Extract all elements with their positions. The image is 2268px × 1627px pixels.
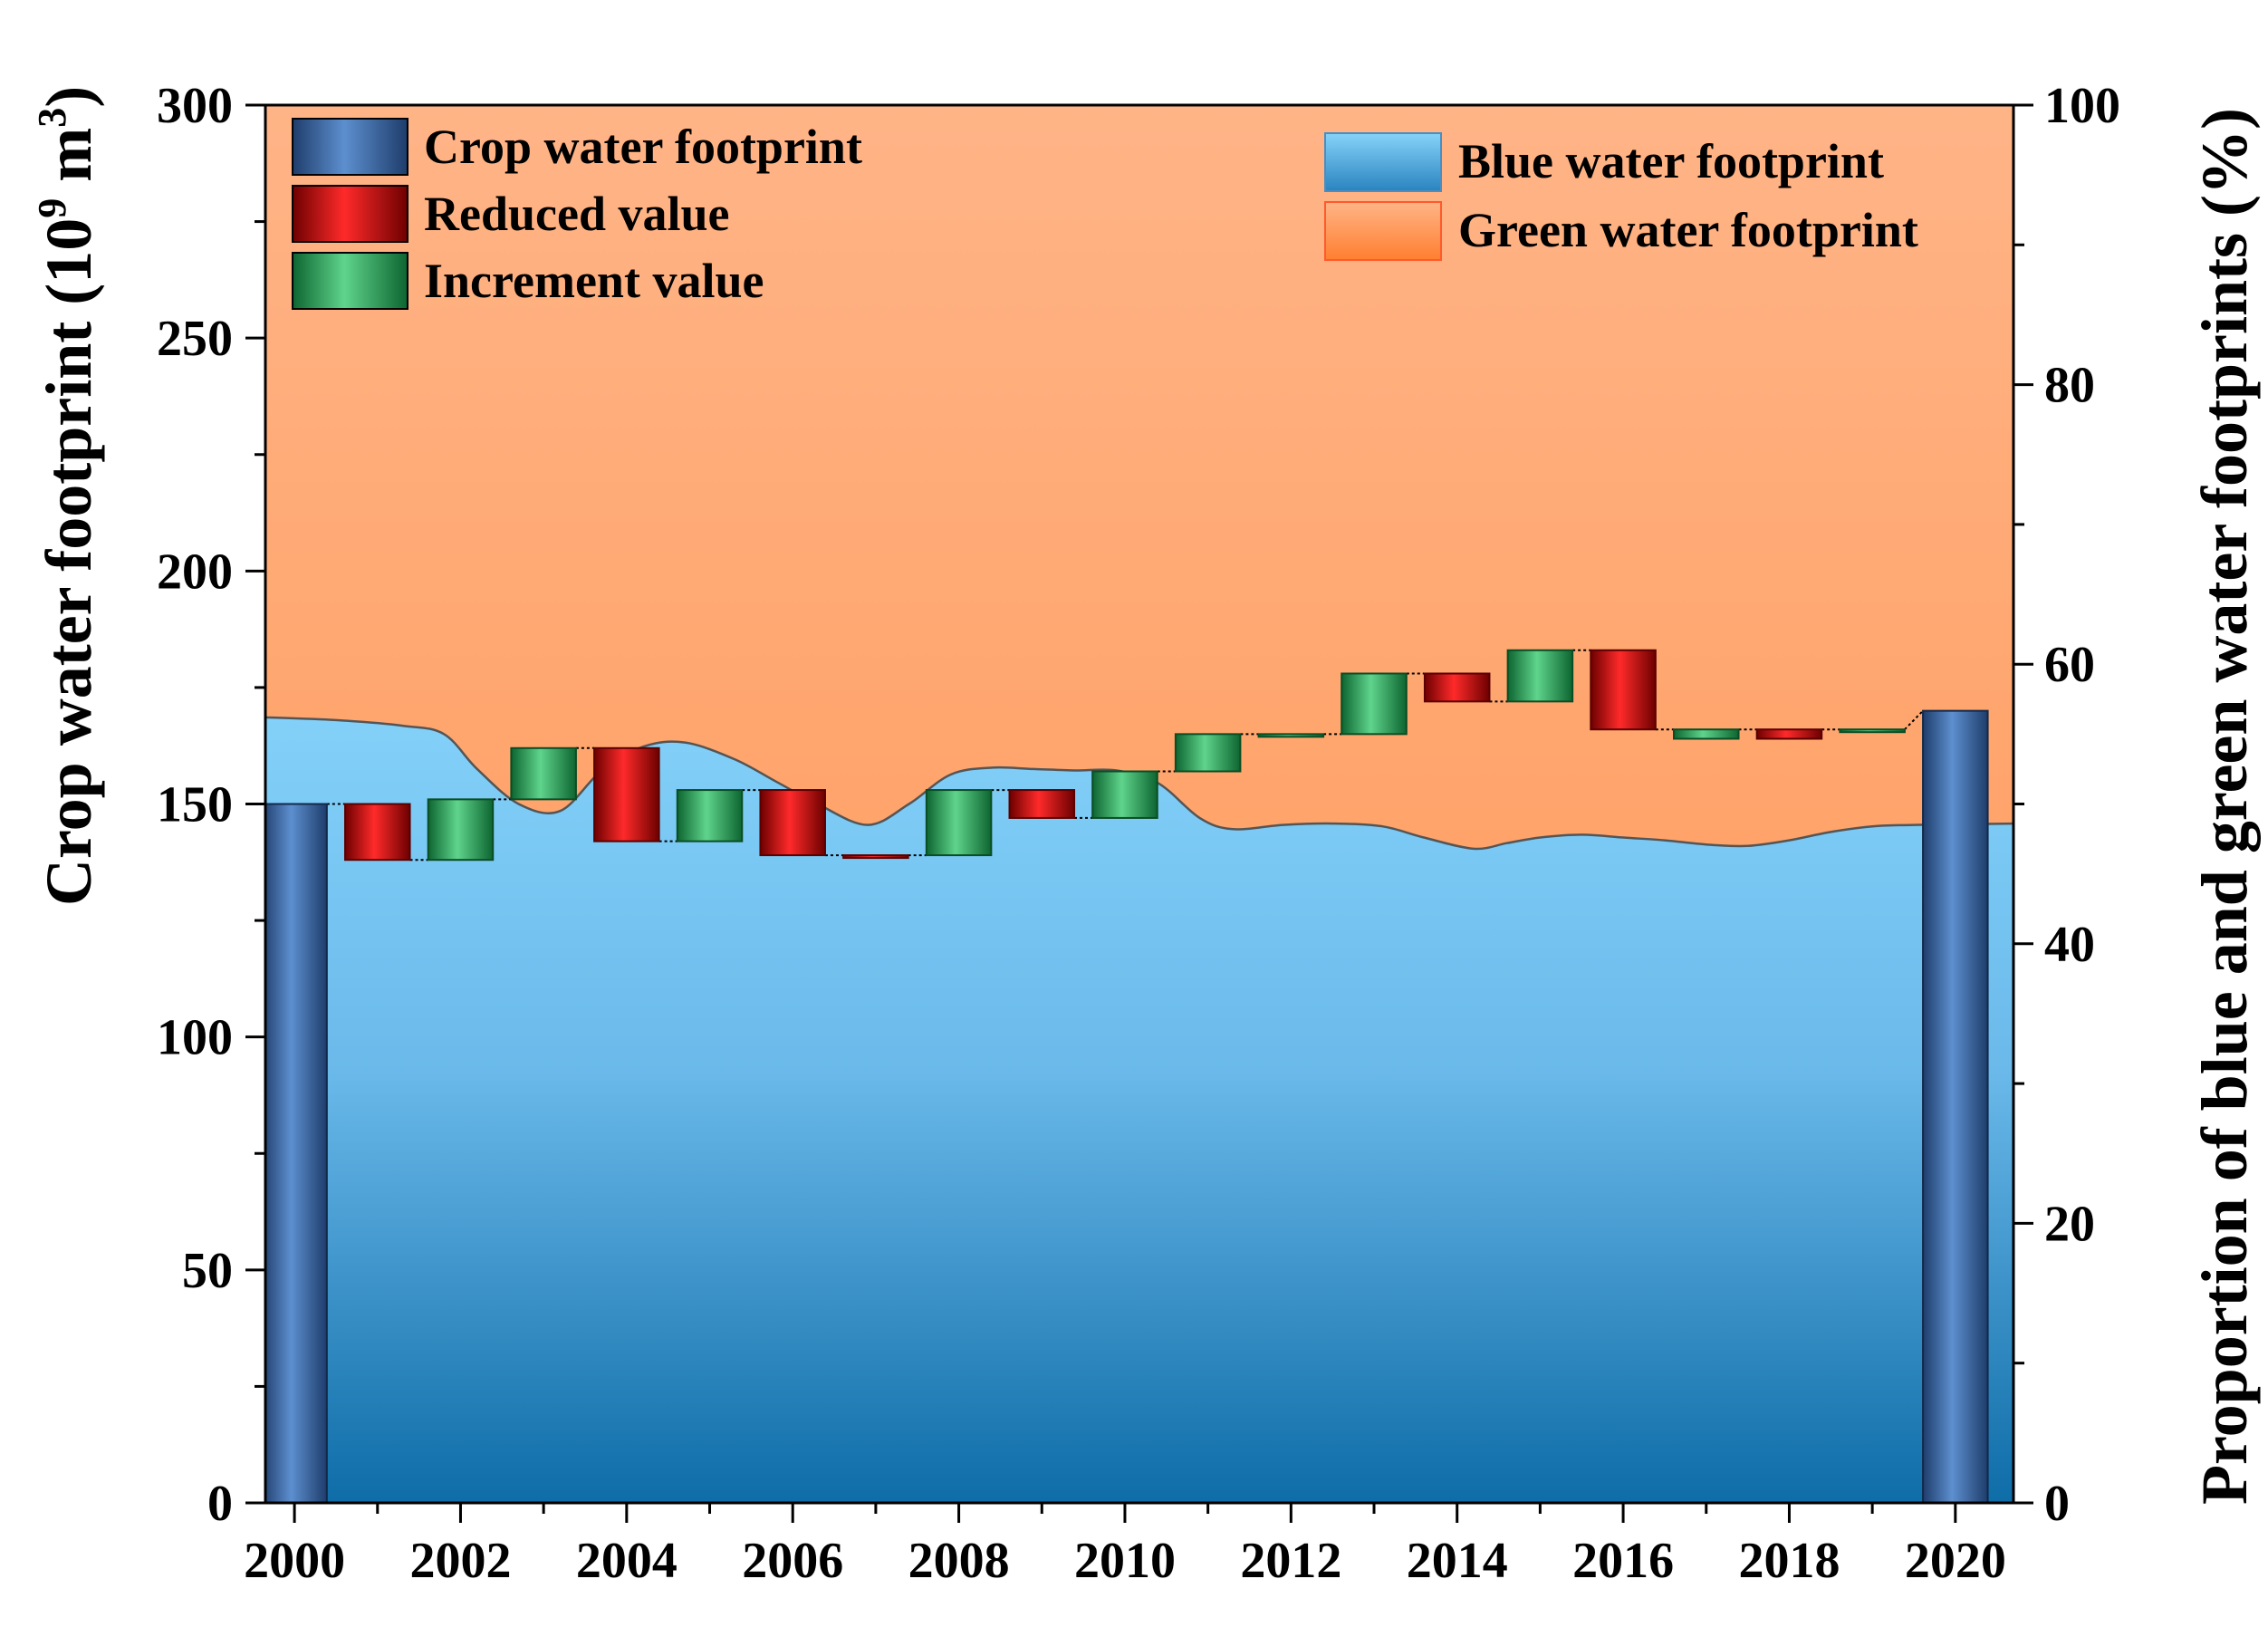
bar-reduced-2007	[842, 854, 909, 860]
bar-increment-2012	[1257, 733, 1325, 738]
y-left-tick-label: 100	[157, 1010, 233, 1066]
y-left-tick-label: 200	[157, 544, 233, 600]
x-tick-label: 2014	[1407, 1533, 1508, 1589]
x-tick-label: 2000	[244, 1533, 345, 1589]
y-left-title-unit: m	[33, 128, 105, 198]
bar-increment-2013	[1341, 672, 1408, 736]
y-right-tick-label: 40	[2044, 917, 2095, 973]
bar-crop-total-2000	[265, 803, 328, 1503]
y-left-tick-label: 50	[182, 1243, 233, 1299]
y-left-title-exp: 9	[30, 198, 74, 218]
bar-reduced-2001	[344, 803, 411, 862]
bar-crop-total-2020	[1922, 709, 1989, 1503]
bar-group	[265, 649, 1989, 1503]
bar-reduced-2016	[1590, 649, 1657, 731]
y-left-axis-title: Crop water footprint (109 m3)	[30, 86, 105, 906]
bar-increment-2005	[676, 789, 744, 842]
legend-label-reduced: Reduced value	[424, 187, 730, 241]
x-tick-label: 2016	[1572, 1533, 1674, 1589]
bar-increment-2019	[1839, 728, 1906, 734]
legend-swatch-crop	[292, 118, 408, 176]
x-tick-label: 2008	[908, 1533, 1010, 1589]
y-right-tick-label: 0	[2044, 1476, 2070, 1532]
x-tick-label: 2020	[1905, 1533, 2006, 1589]
y-axis-right: 0 20 40 60 80 100	[2013, 78, 2120, 1532]
y-right-axis-title: Proportion of blue and green water footp…	[2188, 108, 2261, 1505]
bar-reduced-2009	[1008, 789, 1076, 819]
legend-label-crop: Crop water footprint	[424, 120, 862, 174]
y-right-tick-label: 20	[2044, 1196, 2095, 1252]
x-axis: 2000 2002 2004 2006 2008 2010 2012 2014 2016 2018…	[244, 1503, 2006, 1589]
y-right-tick-label: 60	[2044, 637, 2095, 693]
x-tick-label: 2006	[742, 1533, 843, 1589]
bar-reduced-2006	[759, 789, 826, 857]
y-left-tick-label: 250	[157, 311, 233, 367]
bar-reduced-2018	[1755, 728, 1823, 740]
bar-increment-2008	[925, 789, 993, 857]
y-left-tick-label: 150	[157, 777, 233, 833]
bar-increment-2015	[1506, 649, 1574, 703]
connector-lines	[326, 649, 1924, 862]
bar-increment-2010	[1091, 770, 1158, 819]
legend-label-increment: Increment value	[424, 254, 764, 308]
y-left-tick-label: 300	[157, 78, 233, 134]
y-left-title-prefix: Crop water footprint (10	[33, 218, 105, 906]
legend-swatch-blue	[1324, 132, 1442, 192]
x-tick-label: 2004	[576, 1533, 678, 1589]
x-tick-label: 2012	[1240, 1533, 1341, 1589]
legend-swatch-increment	[292, 252, 408, 310]
bar-reduced-2014	[1423, 672, 1491, 703]
legend-right: Blue water footprint Green water footpri…	[1324, 132, 1918, 261]
y-right-tick-label: 80	[2044, 358, 2095, 414]
y-axis-left: 0 50 100 150 200 250 300	[157, 78, 265, 1532]
connector-final	[1904, 709, 1924, 730]
legend-left: Crop water footprint Reduced value Incre…	[292, 118, 862, 310]
plot-area	[265, 105, 2013, 1503]
x-tick-label: 2010	[1074, 1533, 1176, 1589]
bar-increment-2011	[1174, 733, 1242, 773]
y-left-title-suffix: )	[33, 86, 105, 108]
legend-label-green: Green water footprint	[1458, 203, 1918, 257]
bar-increment-2017	[1673, 728, 1740, 740]
bar-increment-2003	[510, 746, 577, 801]
legend-swatch-reduced	[292, 185, 408, 243]
bar-reduced-2004	[593, 746, 660, 842]
y-left-title-unit-exp: 3	[30, 108, 74, 128]
y-right-tick-label: 100	[2044, 78, 2120, 134]
x-tick-label: 2018	[1738, 1533, 1840, 1589]
y-left-tick-label: 0	[207, 1476, 233, 1532]
legend-swatch-green	[1324, 201, 1442, 261]
legend-label-blue: Blue water footprint	[1458, 134, 1884, 188]
x-tick-label: 2002	[409, 1533, 511, 1589]
bar-increment-2002	[427, 798, 495, 862]
